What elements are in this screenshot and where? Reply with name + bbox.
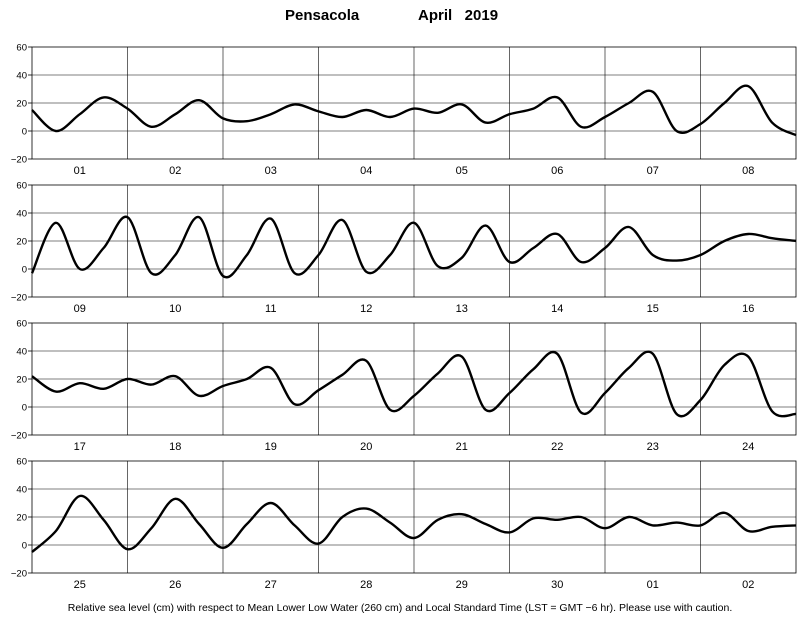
day-label: 12 [360, 303, 372, 315]
day-label: 10 [169, 303, 181, 315]
day-label: 16 [742, 303, 754, 315]
day-label: 21 [456, 441, 468, 453]
chart-panel-3: 60 40 20 0 −20 17 18 19 20 21 22 23 24 [11, 319, 797, 453]
y-tick-label: 40 [16, 71, 27, 82]
y-tick-label: 60 [16, 457, 27, 468]
day-label: 27 [265, 579, 277, 591]
day-label: 07 [647, 165, 659, 177]
day-label: 18 [169, 441, 181, 453]
day-label: 17 [74, 441, 86, 453]
panels-group: 60 40 20 0 −20 01 02 03 04 05 06 07 08 60 40 20 0 −20 09 10… [11, 43, 797, 591]
y-tick-label: 60 [16, 181, 27, 192]
day-label: 09 [74, 303, 86, 315]
y-tick-label: −20 [11, 155, 27, 166]
y-tick-label: 0 [22, 127, 27, 138]
y-tick-label: 20 [16, 513, 27, 524]
day-label: 11 [265, 303, 276, 315]
sea-level-line [31, 494, 797, 553]
y-tick-label: 60 [16, 319, 27, 330]
y-tick-label: 60 [16, 43, 27, 54]
day-label: 29 [456, 579, 468, 591]
y-tick-label: 20 [16, 375, 27, 386]
day-label: 20 [360, 441, 372, 453]
chart-title-month: April 2019 [418, 7, 498, 24]
day-label: 28 [360, 579, 372, 591]
y-tick-label: 40 [16, 485, 27, 496]
chart-panel-2: 60 40 20 0 −20 09 10 11 12 13 14 15 16 [11, 181, 797, 315]
y-tick-label: 20 [16, 99, 27, 110]
day-label: 05 [456, 165, 468, 177]
day-label: 01 [74, 165, 86, 177]
day-label: 14 [551, 303, 563, 315]
day-label: 08 [742, 165, 754, 177]
day-label: 25 [74, 579, 86, 591]
chart-title-station: Pensacola [285, 7, 360, 24]
y-tick-label: 0 [22, 403, 27, 414]
day-label: 26 [169, 579, 181, 591]
day-label: 06 [551, 165, 563, 177]
sea-level-line [31, 350, 797, 418]
sea-level-line [30, 215, 797, 279]
day-label: 02 [742, 579, 754, 591]
y-tick-label: 40 [16, 347, 27, 358]
chart-panel-4: 60 40 20 0 −20 25 26 27 28 29 30 01 02 [11, 457, 797, 591]
day-label: 22 [551, 441, 563, 453]
day-label: 01 [647, 579, 659, 591]
day-label: 30 [551, 579, 563, 591]
y-tick-label: 0 [22, 541, 27, 552]
day-label: 23 [647, 441, 659, 453]
day-label: 03 [265, 165, 277, 177]
day-label: 19 [265, 441, 277, 453]
y-tick-label: −20 [11, 569, 27, 580]
day-label: 15 [647, 303, 659, 315]
day-label: 13 [456, 303, 468, 315]
sea-level-line [31, 84, 797, 137]
y-tick-label: 20 [16, 237, 27, 248]
day-label: 04 [360, 165, 372, 177]
y-tick-label: −20 [11, 293, 27, 304]
y-tick-label: 0 [22, 265, 27, 276]
chart-footer-note: Relative sea level (cm) with respect to … [68, 602, 733, 614]
y-tick-label: −20 [11, 431, 27, 442]
day-label: 24 [742, 441, 754, 453]
chart-panel-1: 60 40 20 0 −20 01 02 03 04 05 06 07 08 [11, 43, 797, 177]
y-tick-label: 40 [16, 209, 27, 220]
day-label: 02 [169, 165, 181, 177]
